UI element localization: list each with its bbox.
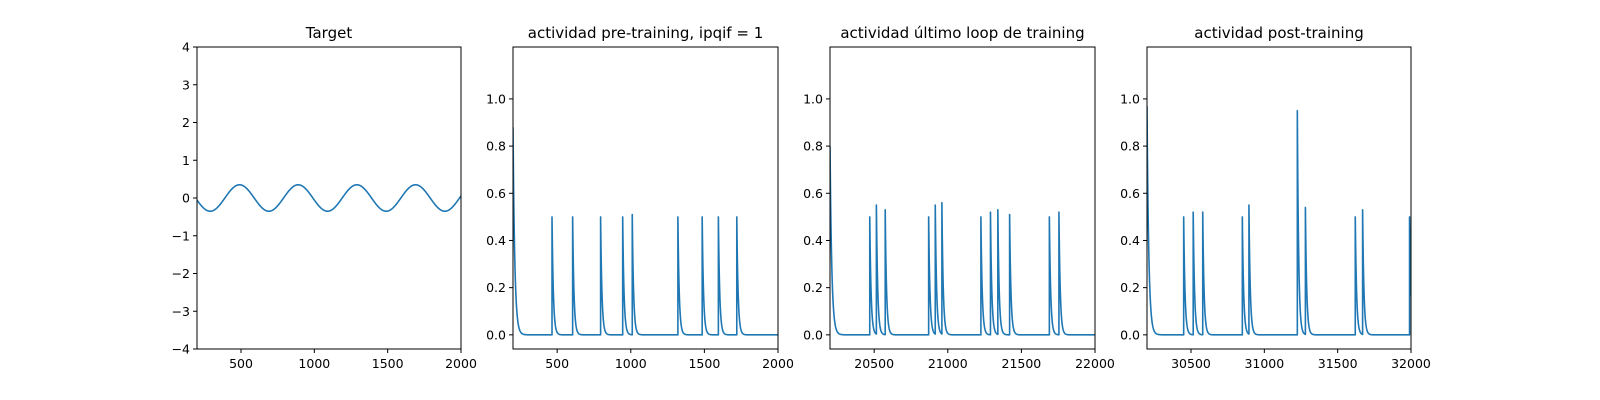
y-tick-label: 0.8 xyxy=(803,139,823,154)
y-tick-label: 0 xyxy=(182,191,190,206)
chart-panel-2: 500 1000 1500 2000 0.0 0.2 0.4 0.6 0.8 1.0 activid… xyxy=(486,24,794,371)
series-line-1-1 xyxy=(197,183,461,213)
y-tick-label: 1.0 xyxy=(1120,91,1140,106)
plot-frame xyxy=(829,46,1096,350)
x-tick-label: 1000 xyxy=(615,356,647,371)
y-tick-label: 0.6 xyxy=(1120,186,1140,201)
chart-panel-4: 30500 31000 31500 32000 0.0 0.2 0.4 0.6 0.8 1.0 ac… xyxy=(1120,24,1431,371)
x-tick-label: 20500 xyxy=(854,356,894,371)
chart-title: actividad post-training xyxy=(1194,24,1363,42)
y-tick-label: −2 xyxy=(172,266,190,281)
x-tick-label: 31000 xyxy=(1244,356,1284,371)
x-tick-label: 500 xyxy=(229,356,253,371)
x-tick-label: 1500 xyxy=(688,356,720,371)
y-tick-label: 0.8 xyxy=(486,139,506,154)
y-tick-label: −3 xyxy=(172,304,190,319)
x-tick-label: 500 xyxy=(545,356,569,371)
chart-panel-1: 500 1000 1500 2000 −4 −3 −2 −1 0 1 2 3 4 Target xyxy=(172,24,477,371)
plot-frame xyxy=(1146,46,1412,350)
y-tick-label: 0.4 xyxy=(486,233,506,248)
y-tick-label: 0.0 xyxy=(803,327,823,342)
y-tick-label: 0.0 xyxy=(486,327,506,342)
chart-panel-3: 20500 21000 21500 22000 0.0 0.2 0.4 0.6 0.8 1.0 ac… xyxy=(803,24,1115,371)
x-tick-label: 2000 xyxy=(445,356,477,371)
y-tick-label: 3 xyxy=(182,77,190,92)
x-tick-label: 1500 xyxy=(372,356,404,371)
series-line-4-1 xyxy=(1147,105,1411,336)
x-tick-label: 21500 xyxy=(1002,356,1042,371)
y-tick-label: 2 xyxy=(182,115,190,130)
chart-title: actividad último loop de training xyxy=(840,24,1084,42)
x-tick-label: 21000 xyxy=(928,356,968,371)
y-tick-label: 0.4 xyxy=(803,233,823,248)
y-tick-label: −1 xyxy=(172,228,190,243)
series-line-3-1 xyxy=(830,146,1095,336)
y-tick-label: −4 xyxy=(172,342,190,357)
x-tick-label: 31500 xyxy=(1318,356,1358,371)
x-tick-label: 22000 xyxy=(1075,356,1115,371)
y-tick-label: 0.2 xyxy=(803,280,823,295)
y-tick-label: 0.2 xyxy=(1120,280,1140,295)
x-tick-label: 32000 xyxy=(1391,356,1431,371)
y-tick-label: 0.8 xyxy=(1120,139,1140,154)
series-line-2-1 xyxy=(513,127,778,336)
y-tick-label: 1.0 xyxy=(803,91,823,106)
y-tick-label: 0.0 xyxy=(1120,327,1140,342)
y-tick-label: 0.2 xyxy=(486,280,506,295)
y-tick-label: 0.6 xyxy=(486,186,506,201)
x-tick-label: 1000 xyxy=(298,356,330,371)
plot-frame xyxy=(512,46,779,350)
x-tick-label: 30500 xyxy=(1171,356,1211,371)
y-tick-label: 0.6 xyxy=(803,186,823,201)
y-tick-label: 4 xyxy=(182,40,190,55)
y-tick-label: 0.4 xyxy=(1120,233,1140,248)
chart-title: Target xyxy=(305,24,353,42)
y-tick-label: 1 xyxy=(182,153,190,168)
chart-title: actividad pre-training, ipqif = 1 xyxy=(528,24,764,42)
y-tick-label: 1.0 xyxy=(486,91,506,106)
x-tick-label: 2000 xyxy=(762,356,794,371)
